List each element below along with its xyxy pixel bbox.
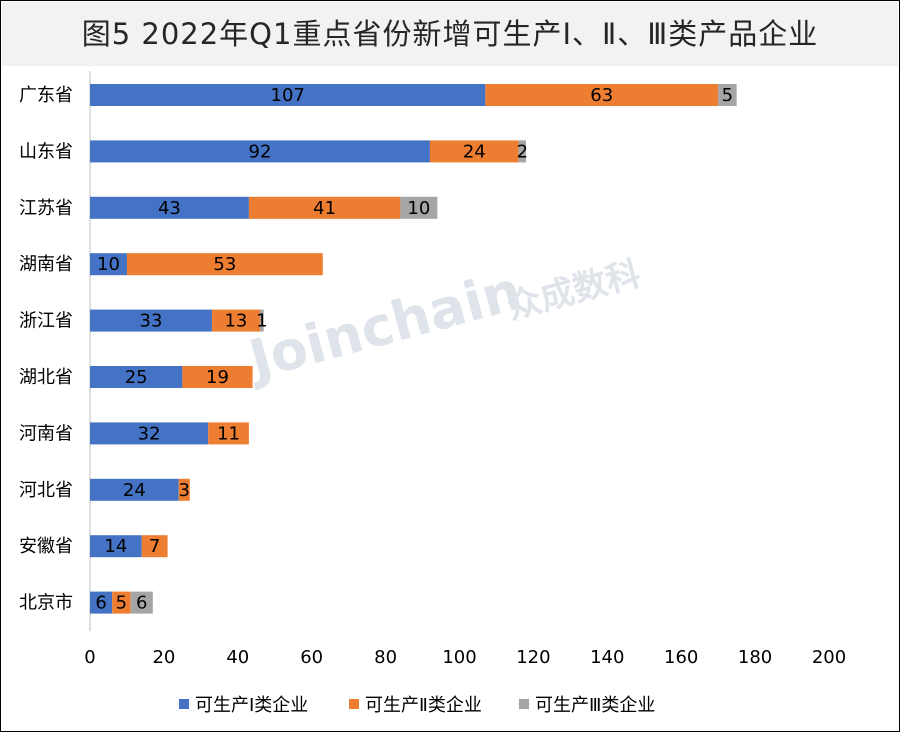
title-bar: 图5 2022年Q1重点省份新增可生产Ⅰ、Ⅱ、Ⅲ类产品企业 <box>2 2 898 66</box>
x-tick-labels: 0 20 40 60 80 100 120 140 160 180 200 <box>84 647 846 668</box>
data-label: 6 <box>136 593 147 614</box>
watermark-brand: Joinchain <box>239 259 528 393</box>
bar-segment <box>90 591 113 614</box>
bar-segment <box>90 140 430 163</box>
bar-segment <box>141 535 168 558</box>
data-label: 53 <box>213 254 236 275</box>
data-label: 5 <box>722 85 733 106</box>
data-label: 24 <box>123 480 146 501</box>
data-label: 11 <box>217 423 240 444</box>
data-label: 2 <box>517 141 528 162</box>
category-label: 河北省 <box>19 480 73 501</box>
bar-segment <box>400 196 438 219</box>
x-tick-label: 60 <box>300 647 323 668</box>
x-tick-label: 0 <box>84 647 95 668</box>
bar-segment <box>208 422 249 445</box>
bar-segment <box>90 309 212 332</box>
legend-swatch <box>349 699 359 709</box>
data-label: 13 <box>224 311 247 332</box>
category-label: 山东省 <box>19 141 73 162</box>
bar-segment <box>90 253 127 276</box>
category-label: 浙江省 <box>19 311 73 332</box>
bar-segment <box>429 140 519 163</box>
x-tick-label: 40 <box>226 647 249 668</box>
x-tick-label: 160 <box>664 647 698 668</box>
data-label: 32 <box>138 423 161 444</box>
data-label: 19 <box>206 367 229 388</box>
bar-segment <box>211 309 260 332</box>
x-tick-label: 180 <box>738 647 772 668</box>
category-label: 河南省 <box>19 423 73 444</box>
data-label: 7 <box>149 536 160 557</box>
bar-segment <box>90 196 249 219</box>
x-tick-label: 100 <box>442 647 476 668</box>
data-label: 43 <box>158 198 181 219</box>
x-tick-label: 20 <box>152 647 175 668</box>
data-label: 14 <box>104 536 127 557</box>
category-label: 安徽省 <box>19 536 73 557</box>
category-label: 广东省 <box>19 85 73 106</box>
bar-segment <box>178 478 190 501</box>
bar-segment <box>718 84 737 106</box>
data-label: 6 <box>95 593 106 614</box>
bar-segment <box>130 591 153 614</box>
bar-segment <box>126 253 323 276</box>
x-tick-label: 140 <box>590 647 624 668</box>
data-label: 24 <box>463 141 486 162</box>
bar-segment <box>90 366 183 388</box>
data-label: 3 <box>178 480 189 501</box>
data-label: 5 <box>116 593 127 614</box>
category-label: 湖北省 <box>19 367 73 388</box>
x-tick-label: 200 <box>812 647 846 668</box>
data-label: 92 <box>249 141 272 162</box>
category-label: 江苏省 <box>19 198 73 219</box>
data-label: 41 <box>313 198 336 219</box>
bar-segment <box>90 478 179 501</box>
data-label: 33 <box>140 311 163 332</box>
data-label: 63 <box>590 85 613 106</box>
bar-segment <box>182 366 253 388</box>
category-label: 湖南省 <box>19 254 73 275</box>
legend-label: 可生产Ⅲ类企业 <box>535 695 655 716</box>
x-tick-label: 120 <box>516 647 550 668</box>
watermark-suffix: 众成数科 <box>503 254 645 328</box>
bar-segment <box>90 422 209 445</box>
category-label: 北京市 <box>19 593 73 614</box>
data-label: 10 <box>97 254 120 275</box>
bar-segment <box>90 535 142 558</box>
x-tick-label: 80 <box>374 647 397 668</box>
legend-swatch <box>179 699 189 709</box>
data-label: 10 <box>407 198 430 219</box>
legend-label: 可生产Ⅱ类企业 <box>365 695 482 716</box>
bar-segment <box>259 309 264 332</box>
bar-segment <box>90 84 486 106</box>
legend-swatch <box>519 699 529 709</box>
legend: 可生产Ⅰ类企业 可生产Ⅱ类企业 可生产Ⅲ类企业 <box>179 695 655 716</box>
bar-segment <box>248 196 401 219</box>
legend-label: 可生产Ⅰ类企业 <box>195 695 308 716</box>
chart-title: 图5 2022年Q1重点省份新增可生产Ⅰ、Ⅱ、Ⅲ类产品企业 <box>81 17 819 51</box>
bar-segment <box>518 140 527 163</box>
data-label: 25 <box>125 367 148 388</box>
bar-segment <box>485 84 719 106</box>
bar-segment <box>112 591 131 614</box>
data-label: 107 <box>271 85 305 106</box>
data-label: 1 <box>256 311 267 332</box>
